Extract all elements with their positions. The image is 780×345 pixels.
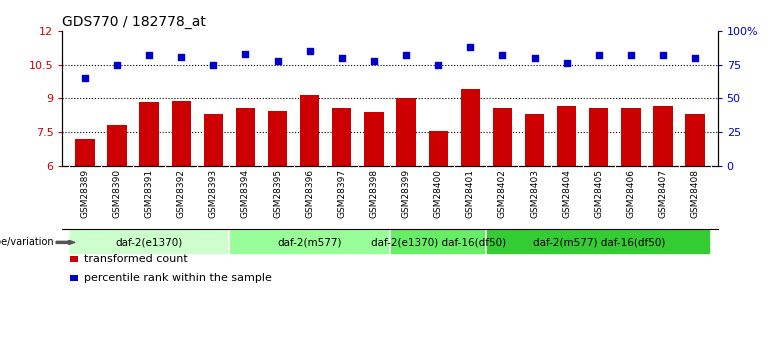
Bar [204,114,223,166]
Point [271,58,284,63]
Text: GSM28390: GSM28390 [112,169,122,218]
Bar [396,98,416,166]
Bar [108,125,126,166]
Bar [525,114,544,166]
Bar [487,229,711,255]
Text: daf-2(e1370) daf-16(df50): daf-2(e1370) daf-16(df50) [370,237,505,247]
Point [689,55,701,61]
Bar [140,102,159,166]
Bar [654,106,672,166]
Bar [390,229,487,255]
Text: GSM28406: GSM28406 [626,169,636,218]
Bar [332,108,352,166]
Text: GDS770 / 182778_at: GDS770 / 182778_at [62,14,206,29]
Text: GSM28405: GSM28405 [594,169,603,218]
Text: GSM28403: GSM28403 [530,169,539,218]
Point [657,52,669,58]
Text: daf-2(m577): daf-2(m577) [278,237,342,247]
Text: GSM28395: GSM28395 [273,169,282,218]
Text: GSM28401: GSM28401 [466,169,475,218]
Point [528,55,541,61]
Text: GSM28400: GSM28400 [434,169,443,218]
Text: GSM28408: GSM28408 [690,169,700,218]
Text: daf-2(m577) daf-16(df50): daf-2(m577) daf-16(df50) [533,237,665,247]
Point [625,52,637,58]
Text: transformed count: transformed count [84,254,188,264]
Bar [300,95,319,166]
Text: GSM28391: GSM28391 [144,169,154,218]
Text: GSM28404: GSM28404 [562,169,571,218]
Point [79,75,91,81]
Text: GSM28394: GSM28394 [241,169,250,218]
Text: GSM28396: GSM28396 [305,169,314,218]
Bar [75,139,94,166]
Point [239,51,252,57]
Bar [69,229,229,255]
Point [335,55,348,61]
Text: percentile rank within the sample: percentile rank within the sample [84,273,272,283]
Point [593,52,605,58]
Point [143,52,155,58]
Text: genotype/variation: genotype/variation [0,237,55,247]
Point [175,54,187,59]
Point [367,58,380,63]
Point [432,62,445,68]
Point [560,61,573,66]
Bar [621,108,640,166]
Point [303,49,316,54]
Text: GSM28397: GSM28397 [337,169,346,218]
Point [207,62,220,68]
Text: daf-2(e1370): daf-2(e1370) [115,237,183,247]
Text: GSM28398: GSM28398 [370,169,378,218]
Bar [364,112,384,166]
Bar [461,89,480,166]
Text: GSM28402: GSM28402 [498,169,507,218]
Point [496,52,509,58]
Text: GSM28393: GSM28393 [209,169,218,218]
Bar [236,108,255,166]
Point [111,62,123,68]
Bar [268,111,287,166]
Bar [428,131,448,166]
Bar [229,229,390,255]
Point [400,52,413,58]
Text: GSM28392: GSM28392 [177,169,186,218]
Bar [172,101,191,166]
Bar [493,108,512,166]
Bar [686,114,705,166]
Text: GSM28407: GSM28407 [658,169,668,218]
Text: GSM28389: GSM28389 [80,169,90,218]
Bar [589,108,608,166]
Bar [557,106,576,166]
Text: GSM28399: GSM28399 [402,169,410,218]
Point [464,45,477,50]
